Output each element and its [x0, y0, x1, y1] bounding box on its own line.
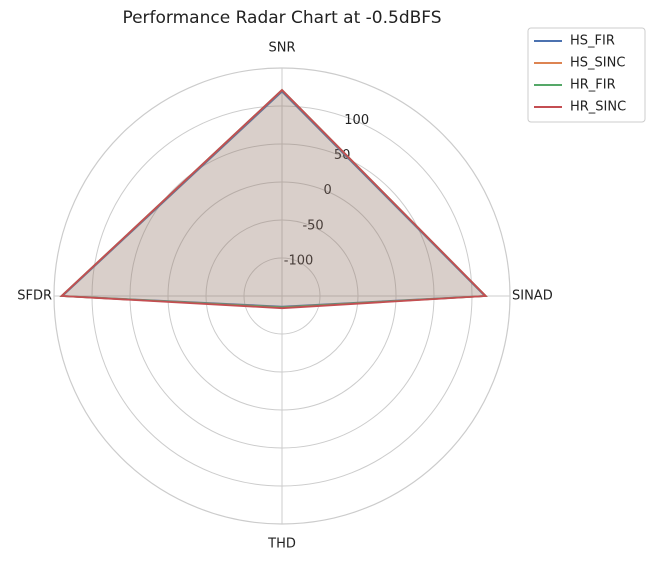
- r-tick-label: 100: [344, 113, 369, 128]
- legend-box: [527, 27, 646, 123]
- series-area: [61, 90, 486, 308]
- category-label: THD: [267, 537, 296, 552]
- category-label: SFDR: [17, 289, 52, 304]
- chart-title: Performance Radar Chart at -0.5dBFS: [122, 8, 441, 28]
- legend-label: HR_SINC: [570, 100, 626, 115]
- r-tick-label: -100: [284, 253, 314, 268]
- legend-label: HS_FIR: [570, 34, 615, 49]
- r-tick-label: -50: [302, 218, 323, 233]
- series-line: [59, 88, 488, 310]
- series-area: [62, 91, 485, 307]
- r-tick-label: 0: [323, 183, 331, 198]
- series-area: [61, 90, 486, 309]
- legend-label: HS_SINC: [570, 56, 625, 71]
- legend-label: HR_FIR: [570, 78, 616, 93]
- category-label: SINAD: [512, 289, 553, 304]
- category-label: SNR: [268, 41, 295, 56]
- r-tick-label: 50: [334, 148, 351, 163]
- series-area: [61, 90, 486, 308]
